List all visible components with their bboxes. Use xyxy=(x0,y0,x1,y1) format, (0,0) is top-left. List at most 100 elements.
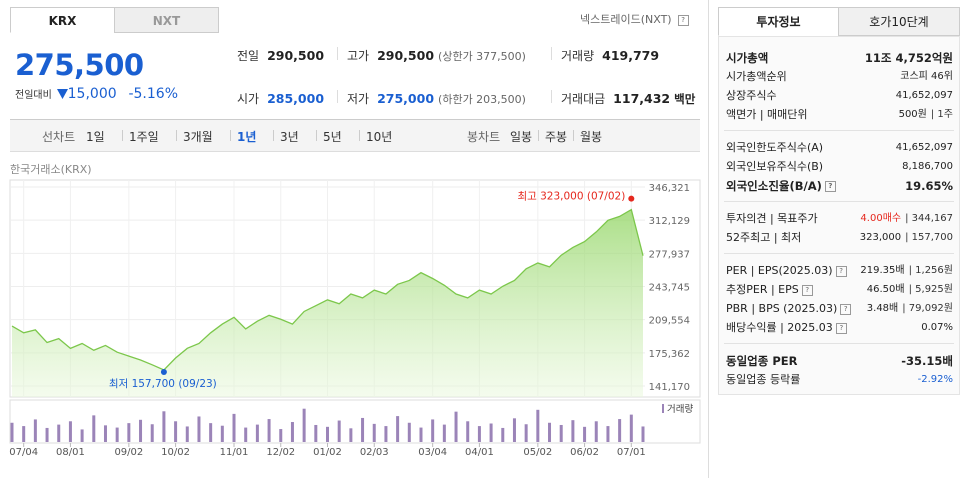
info-label-text: 외국인보유주식수(B) xyxy=(726,160,824,173)
info-value-part: 8,186,700 xyxy=(902,161,953,172)
info-value-part: 323,000 xyxy=(859,232,902,243)
period-option[interactable]: 1일 xyxy=(86,130,105,144)
info-value: 0.07% xyxy=(921,319,953,337)
x-tick-label: 05/02 xyxy=(523,447,552,458)
y-tick-label: 141,170 xyxy=(649,382,690,393)
info-value: 41,652,097 xyxy=(896,87,953,105)
quote-label: 저가 xyxy=(347,92,370,106)
help-icon[interactable]: ? xyxy=(835,265,847,277)
volume-bar xyxy=(524,424,528,442)
info-value-part: -35.15배 xyxy=(901,354,953,368)
quote-value: 285,000 xyxy=(267,91,325,106)
help-icon[interactable]: ? xyxy=(677,14,689,26)
y-tick-label: 175,362 xyxy=(649,349,690,360)
change: 15,000 xyxy=(67,86,117,102)
volume-bar xyxy=(618,419,622,442)
quote: 거래대금 117,432 백만 xyxy=(561,88,695,107)
group-separator xyxy=(724,253,954,254)
price: 275,500 xyxy=(15,48,144,82)
volume-bar xyxy=(267,419,271,442)
candle-option[interactable]: 월봉 xyxy=(580,130,603,144)
candle-option[interactable]: 주봉 xyxy=(545,130,568,144)
info-value-part: 219.35배 xyxy=(860,265,905,276)
info-label: 액면가 | 매매단위 xyxy=(726,106,808,124)
tab-krx[interactable]: KRX xyxy=(10,7,115,33)
chart-source: 한국거래소(KRX) xyxy=(10,163,92,176)
help-icon[interactable]: ? xyxy=(824,181,836,192)
group-separator xyxy=(724,130,954,131)
volume-bar xyxy=(489,423,493,442)
quote-separator xyxy=(551,90,552,103)
info-label: 외국인보유주식수(B) xyxy=(726,158,823,176)
info-value: 41,652,097 xyxy=(896,139,953,157)
help-icon[interactable]: ? xyxy=(840,303,852,315)
info-row: 배당수익률 | 2025.03? 0.07% xyxy=(726,319,953,337)
period-sep xyxy=(122,130,123,141)
period-option[interactable]: 3개월 xyxy=(183,130,213,144)
change-pct: -5.16% xyxy=(128,86,178,102)
volume-bar xyxy=(279,429,283,442)
candle-option[interactable]: 일봉 xyxy=(510,130,533,144)
info-value-part: 500원 xyxy=(898,109,927,120)
info-label-text: 동일업종 등락률 xyxy=(726,373,801,386)
info-value: 4.00매수 | 344,167 xyxy=(860,210,953,228)
info-row: 외국인소진율(B/A)? 19.65% xyxy=(726,177,953,195)
info-label: 배당수익률 | 2025.03? xyxy=(726,319,847,337)
quote-separator xyxy=(337,47,338,60)
help-icon[interactable]: ? xyxy=(801,284,813,296)
volume-bar xyxy=(372,423,376,442)
info-row: 동일업종 등락률 -2.92% xyxy=(726,371,953,389)
info-label: 시가총액순위 xyxy=(726,68,787,86)
y-tick-label: 312,129 xyxy=(649,216,690,227)
info-label: 투자의견 | 목표주가 xyxy=(726,210,818,228)
help-icon[interactable]: ? xyxy=(835,322,847,334)
info-value-part: | 157,700 xyxy=(905,232,953,243)
info-value: 500원 | 1주 xyxy=(899,106,953,124)
volume-bar xyxy=(594,421,598,442)
volume-bar xyxy=(92,415,96,442)
tab-orderbook[interactable]: 호가10단계 xyxy=(838,7,960,36)
volume-bar xyxy=(57,424,61,442)
volume-bar xyxy=(536,409,540,442)
period-option[interactable]: 1주일 xyxy=(129,130,159,144)
info-value: -2.92% xyxy=(918,371,953,389)
volume-bar xyxy=(68,421,72,442)
nxt-link[interactable]: 넥스트레이드(NXT)? xyxy=(580,11,689,27)
max-point xyxy=(628,195,635,202)
x-tick-label: 03/04 xyxy=(418,447,447,458)
period-sep xyxy=(573,130,574,141)
volume-bar xyxy=(466,421,470,442)
info-value: 코스피 46위 xyxy=(900,68,953,86)
x-tick-label: 09/02 xyxy=(114,447,143,458)
x-tick-label: 08/01 xyxy=(56,447,85,458)
tab-nxt[interactable]: NXT xyxy=(114,7,219,33)
volume-bar xyxy=(174,421,178,442)
volume-bar xyxy=(115,427,119,442)
max-label: 최고 323,000 (07/02) xyxy=(517,191,625,203)
y-tick-label: 209,554 xyxy=(649,316,690,327)
nxt-link-text[interactable]: 넥스트레이드(NXT) xyxy=(580,13,672,26)
x-tick-label: 07/01 xyxy=(617,447,646,458)
info-label-text: PER | EPS(2025.03) xyxy=(726,264,833,277)
info-value-part: -2.92% xyxy=(917,374,953,385)
period-option[interactable]: 5년 xyxy=(323,130,342,144)
down-arrow xyxy=(56,89,68,99)
volume-bar xyxy=(571,420,575,442)
period-option[interactable]: 10년 xyxy=(366,130,393,144)
volume-bar xyxy=(606,426,610,442)
volume-bar xyxy=(559,424,563,442)
info-label-text: 액면가 | 매매단위 xyxy=(726,108,808,121)
info-label-text: 투자의견 | 목표주가 xyxy=(726,212,818,225)
info-row: 시가총액순위 코스피 46위 xyxy=(726,68,953,86)
info-label-text: 시가총액순위 xyxy=(726,70,787,83)
period-option[interactable]: 3년 xyxy=(280,130,299,144)
info-value-part: | 344,167 xyxy=(905,213,953,224)
volume-bar xyxy=(583,426,587,442)
volume-bar xyxy=(22,426,26,442)
tab-info[interactable]: 투자정보 xyxy=(718,7,839,36)
info-value-part: 41,652,097 xyxy=(895,142,953,153)
period-option[interactable]: 1년 xyxy=(237,130,257,144)
volume-bar xyxy=(103,425,107,442)
info-row: 외국인한도주식수(A) 41,652,097 xyxy=(726,139,953,157)
